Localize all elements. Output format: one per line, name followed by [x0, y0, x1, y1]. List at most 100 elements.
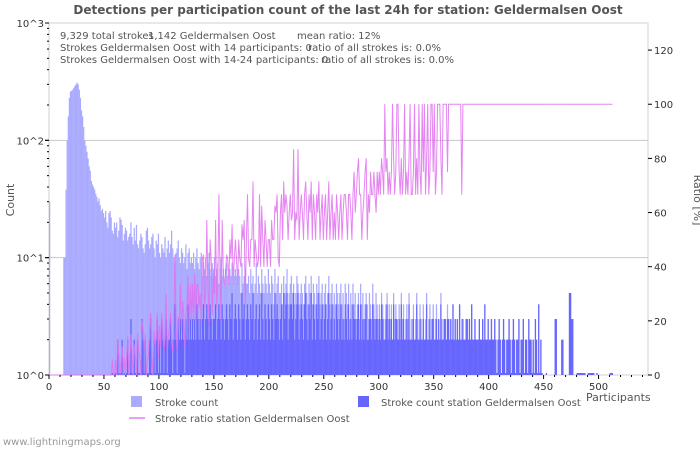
ratio-point [526, 103, 527, 105]
ratio-point [495, 103, 497, 105]
ratio-point [231, 224, 233, 225]
bar-station-count [576, 373, 578, 375]
bar-stroke-count [169, 244, 172, 375]
bar-station-count [286, 292, 288, 375]
ratio-point [272, 239, 274, 240]
ratio-point [128, 374, 130, 376]
ratio-point [174, 254, 176, 255]
x-tick-label: 0 [46, 382, 52, 393]
ratio-point [99, 374, 101, 376]
ratio-point [377, 194, 379, 195]
bar-station-count [214, 304, 217, 375]
ratio-point [393, 158, 394, 159]
bar-stroke-count [166, 248, 168, 375]
ratio-point [468, 103, 469, 105]
y-tick-label: 10^0 [17, 371, 44, 382]
ratio-point [127, 336, 128, 337]
bar-station-count [243, 304, 245, 375]
ratio-point [521, 103, 523, 105]
bar-station-count [496, 373, 498, 375]
bar-stroke-count [249, 292, 251, 375]
x-tick-label: 400 [479, 382, 498, 393]
bar-station-count [538, 304, 540, 375]
bar-station-count [296, 304, 298, 375]
ratio-point [207, 284, 209, 286]
ratio-point [451, 103, 453, 105]
ratio-point [426, 158, 427, 159]
bar-station-count [447, 319, 450, 375]
info-14-24-ratio: ratio of all strokes is: 0.0% [321, 55, 454, 66]
bar-station-count [224, 319, 227, 375]
bar-stroke-count [129, 233, 131, 375]
bar-station-count [578, 373, 581, 375]
bar-station-count [249, 339, 251, 375]
ratio-point [486, 103, 488, 105]
ratio-point [361, 239, 363, 240]
bar-stroke-count [65, 189, 67, 375]
bar-station-count [451, 339, 453, 375]
ratio-point [171, 342, 172, 344]
bar-station-count [506, 339, 508, 375]
bar-station-count [298, 339, 300, 375]
bar-station-count [207, 319, 209, 375]
ratio-point [150, 312, 152, 313]
bar-station-count [217, 319, 219, 375]
ratio-point [484, 103, 486, 105]
series-station-count [111, 292, 613, 375]
bar-station-count [343, 339, 345, 375]
bar-stroke-count [156, 244, 158, 375]
bar-station-count [278, 339, 280, 375]
bar-station-count [572, 319, 574, 375]
bar-stroke-count [211, 263, 213, 375]
bar-station-count [213, 319, 216, 375]
ratio-point [198, 307, 200, 308]
ratio-point [216, 307, 217, 308]
footer-link[interactable]: www.lightningmaps.org [3, 437, 121, 448]
bar-station-count [402, 319, 405, 375]
bar-stroke-count [124, 227, 127, 375]
ratio-point [419, 171, 421, 173]
ratio-point [148, 355, 149, 356]
ratio-point [208, 325, 210, 327]
ratio-point [397, 103, 399, 105]
bar-stroke-count [88, 166, 90, 375]
bar-station-count [346, 339, 349, 375]
bar-station-count [230, 319, 232, 375]
bar-stroke-count [112, 233, 114, 375]
ratio-point [91, 374, 92, 376]
bar-stroke-count [116, 222, 118, 375]
ratio-point [299, 212, 301, 213]
ratio-point [187, 276, 189, 277]
bar-station-count [272, 319, 274, 375]
bar-stroke-count [117, 237, 119, 375]
ratio-point [508, 103, 510, 105]
ratio-point [217, 284, 219, 286]
ratio-point [72, 374, 74, 376]
bar-station-count [306, 319, 308, 375]
ratio-point [78, 374, 80, 376]
ratio-point [196, 284, 198, 286]
bar-stroke-count [205, 257, 207, 375]
bar-station-count [358, 339, 361, 375]
ratio-point [405, 194, 407, 195]
ratio-point [428, 194, 430, 195]
ratio-point [271, 219, 272, 221]
ratio-point [580, 103, 581, 105]
ratio-point [243, 219, 245, 221]
bar-stroke-count [92, 187, 95, 375]
ratio-point [562, 103, 564, 105]
bar-station-count [444, 319, 446, 375]
bar-station-count [271, 304, 273, 375]
ratio-point [333, 212, 335, 213]
bar-station-count [408, 304, 410, 375]
bar-station-count [261, 292, 263, 375]
bar-station-count [561, 339, 563, 375]
ratio-point [65, 374, 67, 376]
ratio-point [455, 103, 457, 105]
bar-station-count [442, 339, 444, 375]
bar-stroke-count [161, 244, 163, 375]
ratio-point [371, 194, 372, 195]
bar-station-count [440, 304, 442, 375]
bar-station-count [265, 319, 267, 375]
